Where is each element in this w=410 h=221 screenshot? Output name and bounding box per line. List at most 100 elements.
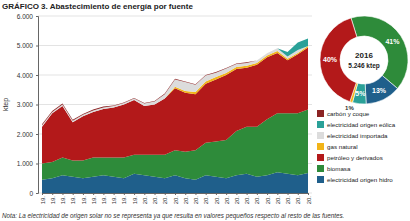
tick: 19. <box>50 193 56 204</box>
tick-mark <box>114 193 115 195</box>
tick-label: 19. <box>81 196 87 205</box>
tick: 20. <box>193 193 199 204</box>
tick: 20. <box>265 193 271 204</box>
tick: 20. <box>183 193 189 204</box>
tick-label: 19. <box>40 196 46 205</box>
legend-label: gas natural <box>327 143 358 150</box>
tick: 19. <box>101 193 107 204</box>
tick-label: 6.000 <box>17 13 34 20</box>
tick: 3.000 <box>17 101 38 108</box>
tick-mark <box>103 193 104 195</box>
legend-swatch <box>317 154 324 161</box>
tick-label: 19. <box>121 196 127 205</box>
tick-mark <box>42 193 43 195</box>
tick-mark <box>144 193 145 195</box>
legend-item: carbón y coque <box>317 110 370 117</box>
x-axis: 19. 19. 19. 19. 19. 19. 19. 19. 19. 19. 20. 20. 20. 2… <box>40 193 312 204</box>
y-axis: 01.0002.0003.0004.0005.0006.000 <box>17 13 39 197</box>
tick-label: 19. <box>111 196 117 205</box>
tick-mark <box>83 193 84 195</box>
legend-item: gas natural <box>317 143 358 150</box>
slice <box>320 18 357 102</box>
tick-label: 1.000 <box>17 160 34 167</box>
legend-swatch <box>317 143 324 150</box>
tick-label: 20. <box>234 196 240 205</box>
tick: 19. <box>91 193 97 204</box>
tick: 20. <box>152 193 158 204</box>
tick-label: 20. <box>306 196 312 205</box>
center-subtitle: 5.246 ktep <box>348 62 379 70</box>
tick-label: 19. <box>101 196 107 205</box>
tick-mark <box>175 193 176 195</box>
tick-mark <box>298 193 299 195</box>
tick-label: 20. <box>173 196 179 205</box>
tick: 20. <box>275 193 281 204</box>
tick: 20. <box>214 193 220 204</box>
tick-label: 20. <box>254 196 260 205</box>
tick-mark <box>36 105 38 106</box>
data-label: 40% <box>323 56 338 63</box>
title: GRÁFICO 3. Abastecimiento de energía por… <box>2 2 193 11</box>
note: Nota: La electricidad de origen solar no… <box>2 212 344 220</box>
tick: 20. <box>173 193 179 204</box>
tick-label: 3.000 <box>17 101 34 108</box>
data-label: 13% <box>372 87 387 94</box>
legend-label: electricidad origen eólica <box>327 121 396 128</box>
tick-mark <box>185 193 186 195</box>
tick-mark <box>62 193 63 195</box>
tick-label: 4.000 <box>17 72 34 79</box>
legend-swatch <box>317 165 324 172</box>
tick: 20. <box>224 193 230 204</box>
tick: 5.000 <box>17 42 38 49</box>
legend-label: petróleo y derivados <box>327 154 383 161</box>
tick-mark <box>36 164 38 165</box>
tick-mark <box>277 193 278 195</box>
tick-label: 20. <box>162 196 168 205</box>
chart: GRÁFICO 3. Abastecimiento de energía por… <box>0 0 410 221</box>
tick-mark <box>93 193 94 195</box>
tick-mark <box>124 193 125 195</box>
tick-label: 0 <box>29 190 33 197</box>
tick: 20. <box>162 193 168 204</box>
area <box>42 38 308 125</box>
axis-line <box>36 17 39 194</box>
tick-mark <box>36 46 38 47</box>
legend-label: electricidad origen hidro <box>327 176 393 183</box>
tick-label: 20. <box>142 196 148 205</box>
legend-item: electricidad importada <box>317 132 388 139</box>
tick: 6.000 <box>17 13 38 20</box>
area <box>42 48 308 164</box>
legend-swatch <box>317 121 324 128</box>
legend-item: petróleo y derivados <box>317 154 383 161</box>
tick: 20. <box>203 193 209 204</box>
tick-mark <box>73 193 74 195</box>
plot-area <box>42 38 308 193</box>
legend-swatch <box>317 110 324 117</box>
tick-mark <box>36 134 38 135</box>
tick-label: 19. <box>91 196 97 205</box>
tick-label: 20. <box>152 196 158 205</box>
tick: 19. <box>60 193 66 204</box>
legend-swatch <box>317 176 324 183</box>
tick-mark <box>226 193 227 195</box>
tick: 0 <box>29 190 38 197</box>
tick-label: 20. <box>275 196 281 205</box>
legend-item: biomasa <box>317 165 351 172</box>
tick-label: 19. <box>50 196 56 205</box>
legend-label: biomasa <box>327 165 351 172</box>
legend-label: electricidad importada <box>327 132 388 139</box>
grid-line <box>38 16 312 17</box>
tick-label: 19. <box>132 196 138 205</box>
data-label: 1% <box>345 105 354 111</box>
data-label: 41% <box>385 38 400 45</box>
tick: 1.000 <box>17 160 38 167</box>
tick-label: 20. <box>214 196 220 205</box>
tick: 20. <box>306 193 312 204</box>
tick-mark <box>247 193 248 195</box>
center-title: 2016 <box>355 51 373 60</box>
tick-mark <box>236 193 237 195</box>
legend-item: electricidad origen eólica <box>317 121 396 128</box>
tick-label: 20. <box>244 196 250 205</box>
tick-label: 19. <box>60 196 66 205</box>
tick-label: 19. <box>70 196 76 205</box>
